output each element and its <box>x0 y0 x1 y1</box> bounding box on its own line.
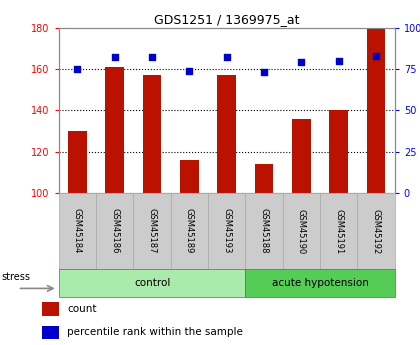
Bar <box>292 119 311 193</box>
Bar <box>42 303 59 316</box>
Text: acute hypotension: acute hypotension <box>272 278 369 288</box>
Title: GDS1251 / 1369975_at: GDS1251 / 1369975_at <box>154 13 299 27</box>
Bar <box>42 326 59 339</box>
Bar <box>245 193 283 269</box>
Point <box>223 55 230 60</box>
Bar <box>59 193 96 269</box>
Bar <box>245 269 395 297</box>
Text: GSM45186: GSM45186 <box>110 208 119 254</box>
Text: percentile rank within the sample: percentile rank within the sample <box>67 327 243 337</box>
Bar <box>367 28 386 193</box>
Text: GSM45193: GSM45193 <box>222 208 231 254</box>
Point <box>298 60 305 65</box>
Point <box>111 55 118 60</box>
Text: GSM45187: GSM45187 <box>148 208 157 254</box>
Text: GSM45188: GSM45188 <box>260 208 269 254</box>
Point <box>74 66 81 72</box>
Bar <box>255 164 273 193</box>
Bar <box>59 269 245 297</box>
Bar <box>96 193 134 269</box>
Point <box>186 68 193 73</box>
Bar <box>171 193 208 269</box>
Bar <box>329 110 348 193</box>
Text: GSM45191: GSM45191 <box>334 208 343 254</box>
Point <box>336 58 342 63</box>
Text: GSM45189: GSM45189 <box>185 208 194 254</box>
Text: stress: stress <box>1 272 30 282</box>
Text: count: count <box>67 304 97 314</box>
Bar <box>357 193 395 269</box>
Bar <box>134 193 171 269</box>
Text: GSM45184: GSM45184 <box>73 208 82 254</box>
Bar <box>143 75 161 193</box>
Bar <box>68 131 87 193</box>
Bar <box>180 160 199 193</box>
Point <box>261 70 268 75</box>
Bar <box>283 193 320 269</box>
Point <box>149 55 155 60</box>
Point <box>373 53 380 59</box>
Bar <box>208 193 245 269</box>
Text: GSM45192: GSM45192 <box>372 208 381 254</box>
Bar <box>218 75 236 193</box>
Text: GSM45190: GSM45190 <box>297 208 306 254</box>
Bar <box>320 193 357 269</box>
Bar <box>105 67 124 193</box>
Text: control: control <box>134 278 171 288</box>
